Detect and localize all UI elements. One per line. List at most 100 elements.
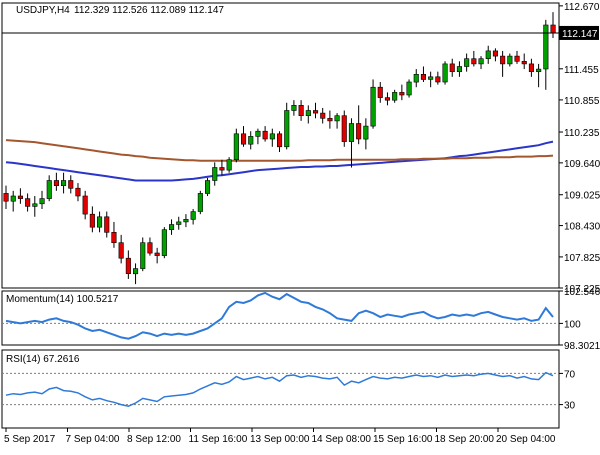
candle-bullish xyxy=(370,86,376,127)
candle-bullish xyxy=(226,159,232,171)
candle-bearish xyxy=(111,232,117,244)
candle-bearish xyxy=(521,60,527,65)
candle-bullish xyxy=(60,180,67,186)
candle-bullish xyxy=(392,92,398,101)
candle-bullish xyxy=(32,203,38,207)
time-tick-label: 5 Sep 2017 xyxy=(4,434,56,445)
candle-bearish xyxy=(528,63,535,73)
candle-bullish xyxy=(212,167,218,181)
price-tick-label: 107.225 xyxy=(564,284,600,295)
current-price-marker xyxy=(559,25,599,40)
candle-bullish xyxy=(536,68,542,72)
candle-bearish xyxy=(500,55,506,65)
candle-bullish xyxy=(284,110,290,148)
price-tick-label: 110.855 xyxy=(564,96,600,107)
candle-bearish xyxy=(492,50,499,57)
candle-bearish xyxy=(154,252,160,256)
time-tick-label: 18 Sep 20:00 xyxy=(435,434,495,445)
candle-bearish xyxy=(53,180,60,186)
candle-bearish xyxy=(147,242,153,254)
candle-bullish xyxy=(133,268,139,275)
candle-bearish xyxy=(435,76,441,83)
price-tick-label: 110.235 xyxy=(564,128,600,139)
candle-bullish xyxy=(190,211,196,220)
candle-bullish xyxy=(97,216,103,228)
rsi-tick-label: 30 xyxy=(564,401,576,412)
candle-bullish xyxy=(334,115,340,122)
candle-bullish xyxy=(197,193,203,212)
moving-average-line-brown xyxy=(5,139,554,162)
candle-bullish xyxy=(305,110,311,116)
candle-bearish xyxy=(312,110,319,114)
candle-bearish xyxy=(219,167,225,171)
candle-bullish xyxy=(10,195,16,202)
candle-bullish xyxy=(183,219,189,223)
candle-bullish xyxy=(428,76,434,80)
candle-bullish xyxy=(456,66,463,72)
candle-bearish xyxy=(104,216,110,233)
candle-bearish xyxy=(550,24,556,34)
price-tick-label: 107.825 xyxy=(564,253,600,264)
time-tick-label: 14 Sep 08:00 xyxy=(312,434,372,445)
momentum-pane-frame xyxy=(1,290,560,346)
moving-average-line-blue xyxy=(5,140,554,182)
candle-bullish xyxy=(291,105,297,111)
price-tick-label: 109.025 xyxy=(564,191,600,202)
time-tick-label: 11 Sep 16:00 xyxy=(189,434,248,445)
candle-bearish xyxy=(262,130,268,140)
candle-bearish xyxy=(399,92,405,96)
candle-bullish xyxy=(46,180,52,199)
rsi-line xyxy=(5,371,554,407)
candle-bearish xyxy=(89,213,95,228)
current-price-label: 112.147 xyxy=(562,29,598,40)
price-tick-label: 109.640 xyxy=(564,159,600,170)
ohlc-values: 112.329 112.526 112.089 112.147 xyxy=(74,5,224,16)
rsi-pane: 70 30 xyxy=(1,349,576,429)
candle-bullish xyxy=(464,58,470,67)
candle-bullish xyxy=(363,125,369,140)
rsi-label: RSI(14) 67.2616 xyxy=(6,354,80,365)
price-pane: 112.670 111.455 110.855 110.235 109.640 109.0… xyxy=(1,2,600,295)
candle-bullish xyxy=(485,50,491,60)
candle-bearish xyxy=(384,97,391,101)
candle-bullish xyxy=(176,221,182,225)
candle-bullish xyxy=(169,224,175,230)
time-tick-label: 20 Sep 04:00 xyxy=(496,434,556,445)
candle-bearish xyxy=(17,195,24,199)
candle-bearish xyxy=(3,193,9,202)
candle-bullish xyxy=(507,55,513,65)
rsi-tick-label: 70 xyxy=(564,369,576,380)
candle-bullish xyxy=(442,63,448,83)
price-tick-label: 111.455 xyxy=(564,65,599,76)
candle-bearish xyxy=(75,187,81,197)
time-tick-label: 13 Sep 00:00 xyxy=(250,434,310,445)
candle-bullish xyxy=(140,242,146,269)
candle-bearish xyxy=(276,133,283,148)
candle-bullish xyxy=(543,24,549,70)
candle-bullish xyxy=(413,74,419,83)
candle-bearish xyxy=(82,195,88,215)
candle-bullish xyxy=(406,81,412,96)
candle-bearish xyxy=(449,63,455,73)
candle-bullish xyxy=(478,58,484,65)
price-pane-frame xyxy=(1,2,560,289)
candle-bearish xyxy=(514,55,520,62)
candle-bearish xyxy=(377,86,383,98)
momentum-tick-label: 100 xyxy=(564,319,581,330)
time-tick-label: 8 Sep 12:00 xyxy=(127,434,181,445)
candle-bearish xyxy=(118,242,124,259)
candle-bearish xyxy=(420,74,427,80)
candle-bullish xyxy=(248,136,254,145)
candle-bearish xyxy=(241,133,247,145)
rsi-pane-frame xyxy=(1,349,560,429)
candle-bullish xyxy=(205,180,211,194)
candle-bearish xyxy=(320,112,326,119)
time-tick-label: 15 Sep 16:00 xyxy=(373,434,433,445)
candle-bearish xyxy=(125,257,131,275)
time-tick-label: 7 Sep 04:00 xyxy=(66,434,120,445)
candle-bullish xyxy=(39,198,45,205)
candle-bearish xyxy=(471,58,477,65)
